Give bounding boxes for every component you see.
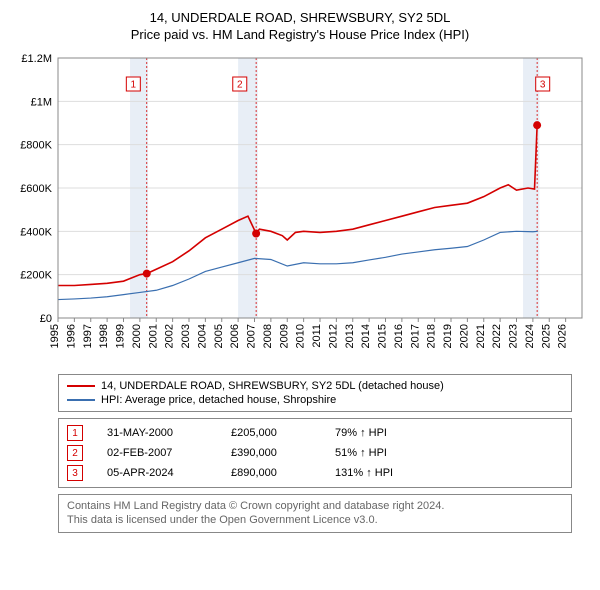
svg-text:2008: 2008 (262, 324, 274, 348)
sale-price: £890,000 (231, 467, 311, 479)
svg-text:2004: 2004 (196, 324, 208, 348)
chart-titles: 14, UNDERDALE ROAD, SHREWSBURY, SY2 5DL … (8, 10, 592, 42)
svg-text:2012: 2012 (327, 324, 339, 348)
svg-text:2019: 2019 (442, 324, 454, 348)
svg-text:2025: 2025 (540, 324, 552, 348)
svg-text:2003: 2003 (180, 324, 192, 348)
legend-swatch (67, 399, 95, 401)
sale-row: 2 02-FEB-2007 £390,000 51% ↑ HPI (67, 443, 563, 463)
svg-text:2: 2 (237, 80, 243, 91)
svg-text:1996: 1996 (65, 324, 77, 348)
svg-text:2002: 2002 (164, 324, 176, 348)
title-subtitle: Price paid vs. HM Land Registry's House … (8, 27, 592, 42)
svg-text:£400K: £400K (20, 226, 52, 238)
legend-item: HPI: Average price, detached house, Shro… (67, 393, 563, 407)
legend-swatch (67, 385, 95, 387)
svg-text:2000: 2000 (131, 324, 143, 348)
svg-text:£600K: £600K (20, 183, 52, 195)
svg-text:2024: 2024 (524, 324, 536, 348)
svg-text:2001: 2001 (147, 324, 159, 348)
svg-text:2011: 2011 (311, 324, 323, 348)
sale-price: £205,000 (231, 427, 311, 439)
svg-text:1997: 1997 (82, 324, 94, 348)
legend-label: HPI: Average price, detached house, Shro… (101, 394, 336, 406)
svg-text:2022: 2022 (491, 324, 503, 348)
license-notice: Contains HM Land Registry data © Crown c… (58, 494, 572, 533)
svg-text:2010: 2010 (295, 324, 307, 348)
svg-text:2021: 2021 (475, 324, 487, 348)
sale-date: 05-APR-2024 (107, 467, 207, 479)
svg-text:2005: 2005 (213, 324, 225, 348)
svg-text:2017: 2017 (409, 324, 421, 348)
svg-text:2009: 2009 (278, 324, 290, 348)
svg-text:2016: 2016 (393, 324, 405, 348)
svg-text:£800K: £800K (20, 140, 52, 152)
svg-text:2006: 2006 (229, 324, 241, 348)
price-chart: 1 2 3 £0 £200K £400K £600K £800K £1M £1.2M 1995 199… (8, 48, 592, 368)
svg-text:2018: 2018 (426, 324, 438, 348)
svg-text:2026: 2026 (557, 324, 569, 348)
sale-hpi-delta: 51% ↑ HPI (335, 447, 387, 459)
svg-text:£1M: £1M (31, 96, 52, 108)
sale-marker-icon: 3 (67, 465, 83, 481)
svg-text:£200K: £200K (20, 270, 52, 282)
sale-row: 1 31-MAY-2000 £205,000 79% ↑ HPI (67, 423, 563, 443)
sale-hpi-delta: 131% ↑ HPI (335, 467, 393, 479)
svg-text:1999: 1999 (115, 324, 127, 348)
svg-text:2007: 2007 (246, 324, 258, 348)
sales-table: 1 31-MAY-2000 £205,000 79% ↑ HPI 2 02-FEB-200… (58, 418, 572, 488)
license-line-2: This data is licensed under the Open Gov… (67, 513, 563, 527)
svg-text:1: 1 (131, 80, 137, 91)
svg-text:£1.2M: £1.2M (21, 53, 52, 65)
sale-hpi-delta: 79% ↑ HPI (335, 427, 387, 439)
svg-text:3: 3 (540, 80, 546, 91)
svg-text:2013: 2013 (344, 324, 356, 348)
license-line-1: Contains HM Land Registry data © Crown c… (67, 499, 563, 513)
legend-label: 14, UNDERDALE ROAD, SHREWSBURY, SY2 5DL … (101, 380, 444, 392)
chart-container: 1 2 3 £0 £200K £400K £600K £800K £1M £1.2M 1995 199… (8, 48, 592, 368)
sale-date: 31-MAY-2000 (107, 427, 207, 439)
sale-marker-icon: 2 (67, 445, 83, 461)
sale-marker-icon: 1 (67, 425, 83, 441)
title-address: 14, UNDERDALE ROAD, SHREWSBURY, SY2 5DL (8, 10, 592, 25)
svg-text:2023: 2023 (508, 324, 520, 348)
sale-row: 3 05-APR-2024 £890,000 131% ↑ HPI (67, 463, 563, 483)
svg-text:1998: 1998 (98, 324, 110, 348)
legend-item: 14, UNDERDALE ROAD, SHREWSBURY, SY2 5DL … (67, 379, 563, 393)
sale-price: £390,000 (231, 447, 311, 459)
svg-text:1995: 1995 (49, 324, 61, 348)
legend: 14, UNDERDALE ROAD, SHREWSBURY, SY2 5DL … (58, 374, 572, 412)
svg-text:2015: 2015 (377, 324, 389, 348)
svg-text:£0: £0 (40, 313, 52, 325)
svg-text:2014: 2014 (360, 324, 372, 348)
sale-date: 02-FEB-2007 (107, 447, 207, 459)
svg-text:2020: 2020 (458, 324, 470, 348)
